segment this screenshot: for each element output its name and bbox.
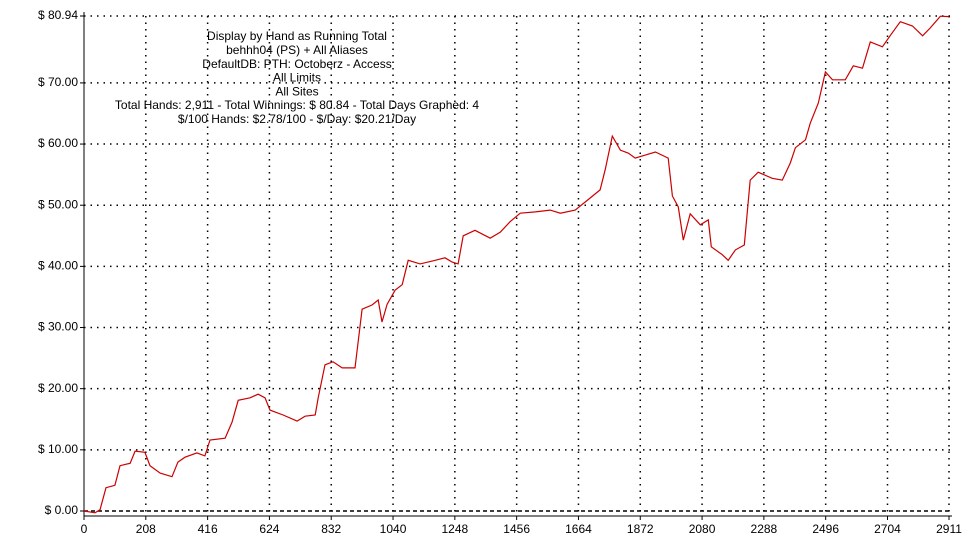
- x-tick-label: 1664: [565, 522, 592, 536]
- x-tick-label: 208: [136, 522, 156, 536]
- x-tick-label: 832: [321, 522, 341, 536]
- x-tick-label: 2080: [689, 522, 716, 536]
- x-tick-label: 624: [259, 522, 279, 536]
- x-tick-label: 0: [81, 522, 88, 536]
- annotation: Display by Hand as Running Total: [207, 29, 387, 43]
- x-tick-label: 416: [198, 522, 218, 536]
- x-tick-label: 1248: [441, 522, 468, 536]
- y-tick-label: $ 70.00: [38, 75, 78, 89]
- y-tick-label: $ 80.94: [38, 8, 78, 22]
- x-tick-label: 2911: [936, 522, 962, 536]
- annotation: All Limits: [273, 71, 321, 85]
- y-tick-label: $ 40.00: [38, 259, 78, 273]
- x-tick-label: 1872: [627, 522, 654, 536]
- y-tick-label: $ 30.00: [38, 320, 78, 334]
- y-tick-label: $ 0.00: [45, 503, 79, 517]
- y-tick-label: $ 60.00: [38, 136, 78, 150]
- annotation: DefaultDB: PTH: Octoberz - Access: [202, 57, 391, 71]
- data-line: [83, 15, 950, 514]
- x-tick-label: 1040: [380, 522, 407, 536]
- y-tick-label: $ 20.00: [38, 381, 78, 395]
- x-tick-label: 2704: [874, 522, 901, 536]
- y-tick-label: $ 10.00: [38, 442, 78, 456]
- x-tick-label: 2288: [751, 522, 778, 536]
- annotation: All Sites: [275, 84, 318, 98]
- y-tick-label: $ 50.00: [38, 197, 78, 211]
- x-tick-label: 1456: [503, 522, 530, 536]
- annotation: Total Hands: 2,911 - Total Winnings: $ 8…: [115, 98, 480, 112]
- annotation: $/100 Hands: $2.78/100 - $/Day: $20.21/D…: [178, 112, 416, 126]
- x-tick-label: 2496: [812, 522, 839, 536]
- annotation: behhh04 (PS) + All Aliases: [226, 43, 368, 57]
